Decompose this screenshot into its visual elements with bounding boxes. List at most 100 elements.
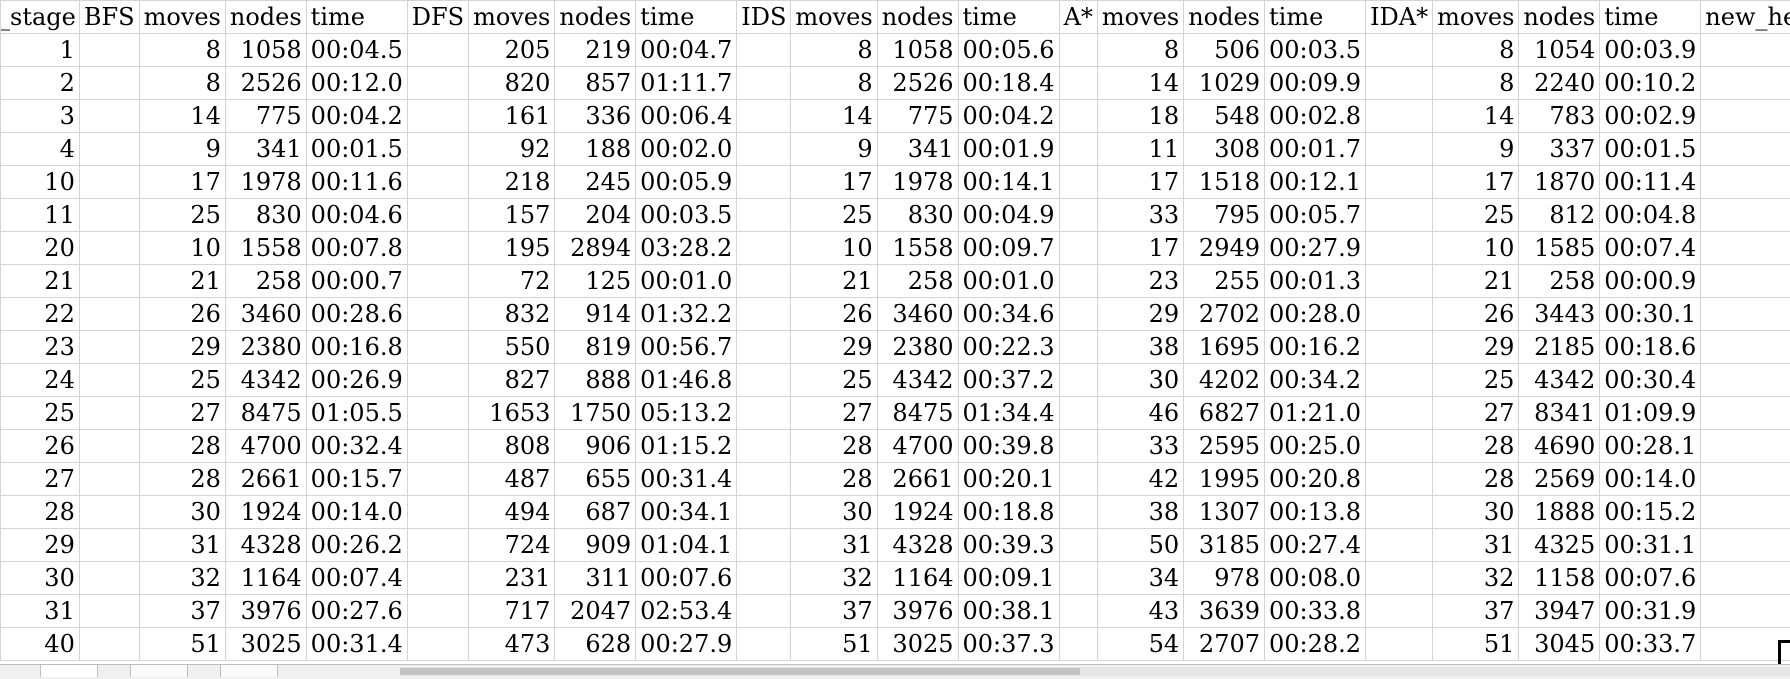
grid-cell[interactable] bbox=[1701, 430, 1790, 463]
grid-cell[interactable] bbox=[1366, 67, 1433, 100]
grid-cell[interactable] bbox=[737, 34, 791, 67]
grid-cell[interactable]: 33 bbox=[1097, 199, 1183, 232]
grid-cell[interactable]: 3025 bbox=[877, 628, 958, 661]
grid-cell[interactable] bbox=[1366, 133, 1433, 166]
grid-cell[interactable]: 1158 bbox=[1519, 562, 1600, 595]
grid-cell[interactable]: 337 bbox=[1519, 133, 1600, 166]
grid-cell[interactable]: 2702 bbox=[1184, 298, 1265, 331]
grid-cell[interactable]: 23 bbox=[1, 331, 80, 364]
grid-cell[interactable]: 1978 bbox=[225, 166, 306, 199]
grid-cell[interactable] bbox=[1059, 628, 1097, 661]
grid-cell[interactable]: 00:07.4 bbox=[306, 562, 407, 595]
grid-cell[interactable] bbox=[737, 133, 791, 166]
horizontal-scrollbar[interactable] bbox=[400, 667, 1790, 676]
grid-cell[interactable] bbox=[79, 628, 139, 661]
grid-cell[interactable]: 25 bbox=[1, 397, 80, 430]
grid-cell[interactable] bbox=[79, 463, 139, 496]
grid-cell[interactable]: 8475 bbox=[877, 397, 958, 430]
grid-cell[interactable]: 2526 bbox=[225, 67, 306, 100]
grid-cell[interactable]: 32 bbox=[791, 562, 877, 595]
grid-cell[interactable] bbox=[1701, 265, 1790, 298]
grid-cell[interactable]: 00:37.2 bbox=[958, 364, 1059, 397]
grid-cell[interactable]: 00:27.9 bbox=[636, 628, 737, 661]
grid-cell[interactable]: 21 bbox=[1, 265, 80, 298]
grid-cell[interactable] bbox=[737, 529, 791, 562]
grid-cell[interactable]: 00:04.6 bbox=[306, 199, 407, 232]
grid-cell[interactable] bbox=[737, 199, 791, 232]
grid-cell[interactable]: 00:38.1 bbox=[958, 595, 1059, 628]
grid-cell[interactable]: 1058 bbox=[877, 34, 958, 67]
grid-cell[interactable]: 1054 bbox=[1519, 34, 1600, 67]
grid-cell[interactable]: 1924 bbox=[225, 496, 306, 529]
grid-cell[interactable]: 914 bbox=[555, 298, 636, 331]
grid-cell[interactable]: 1558 bbox=[225, 232, 306, 265]
grid-cell[interactable]: 14 bbox=[1433, 100, 1519, 133]
grid-cell[interactable]: 4328 bbox=[877, 529, 958, 562]
grid-cell[interactable]: 30 bbox=[1, 562, 80, 595]
grid-cell[interactable]: 812 bbox=[1519, 199, 1600, 232]
grid-cell[interactable]: 00:03.5 bbox=[1265, 34, 1366, 67]
grid-cell[interactable]: 1164 bbox=[225, 562, 306, 595]
grid-cell[interactable]: 00:33.8 bbox=[1265, 595, 1366, 628]
grid-cell[interactable] bbox=[737, 397, 791, 430]
grid-cell[interactable]: 20 bbox=[1, 232, 80, 265]
grid-cell[interactable] bbox=[79, 430, 139, 463]
grid-cell[interactable]: 00:01.5 bbox=[306, 133, 407, 166]
grid-cell[interactable] bbox=[1701, 232, 1790, 265]
grid-cell[interactable] bbox=[79, 199, 139, 232]
grid-cell[interactable]: 4202 bbox=[1184, 364, 1265, 397]
grid-cell[interactable]: 01:32.2 bbox=[636, 298, 737, 331]
grid-cell[interactable]: 00:22.3 bbox=[958, 331, 1059, 364]
grid-cell[interactable] bbox=[1366, 562, 1433, 595]
grid-cell[interactable]: 258 bbox=[877, 265, 958, 298]
grid-cell[interactable]: 827 bbox=[469, 364, 555, 397]
grid-cell[interactable]: 9 bbox=[1433, 133, 1519, 166]
grid-cell[interactable] bbox=[407, 199, 468, 232]
grid-cell[interactable]: 341 bbox=[225, 133, 306, 166]
header-cell[interactable]: _stage bbox=[1, 1, 80, 34]
grid-cell[interactable]: 00:12.1 bbox=[1265, 166, 1366, 199]
grid-cell[interactable] bbox=[1701, 166, 1790, 199]
grid-cell[interactable]: 28 bbox=[139, 430, 225, 463]
header-cell[interactable]: nodes bbox=[877, 1, 958, 34]
grid-cell[interactable]: 51 bbox=[1433, 628, 1519, 661]
grid-cell[interactable] bbox=[737, 496, 791, 529]
grid-cell[interactable]: 204 bbox=[555, 199, 636, 232]
grid-cell[interactable] bbox=[1366, 265, 1433, 298]
grid-cell[interactable]: 3045 bbox=[1519, 628, 1600, 661]
grid-cell[interactable]: 1870 bbox=[1519, 166, 1600, 199]
grid-cell[interactable]: 2526 bbox=[877, 67, 958, 100]
grid-cell[interactable] bbox=[1059, 166, 1097, 199]
grid-cell[interactable] bbox=[407, 100, 468, 133]
grid-cell[interactable]: 2661 bbox=[877, 463, 958, 496]
grid-cell[interactable]: 2949 bbox=[1184, 232, 1265, 265]
grid-cell[interactable]: 00:02.0 bbox=[636, 133, 737, 166]
grid-cell[interactable]: 4700 bbox=[877, 430, 958, 463]
grid-cell[interactable]: 00:03.5 bbox=[636, 199, 737, 232]
grid-cell[interactable] bbox=[79, 232, 139, 265]
grid-cell[interactable] bbox=[1366, 166, 1433, 199]
grid-cell[interactable] bbox=[1059, 529, 1097, 562]
grid-cell[interactable] bbox=[1366, 463, 1433, 496]
grid-cell[interactable]: 14 bbox=[1097, 67, 1183, 100]
grid-cell[interactable]: 00:05.7 bbox=[1265, 199, 1366, 232]
grid-cell[interactable]: 10 bbox=[139, 232, 225, 265]
grid-cell[interactable]: 00:05.6 bbox=[958, 34, 1059, 67]
grid-cell[interactable]: 2894 bbox=[555, 232, 636, 265]
grid-cell[interactable] bbox=[1701, 100, 1790, 133]
grid-cell[interactable]: 808 bbox=[469, 430, 555, 463]
grid-cell[interactable]: 8 bbox=[791, 34, 877, 67]
grid-cell[interactable] bbox=[737, 232, 791, 265]
grid-cell[interactable]: 308 bbox=[1184, 133, 1265, 166]
grid-cell[interactable]: 00:10.2 bbox=[1600, 67, 1701, 100]
grid-cell[interactable]: 00:01.5 bbox=[1600, 133, 1701, 166]
grid-cell[interactable] bbox=[1366, 496, 1433, 529]
grid-cell[interactable]: 17 bbox=[1097, 232, 1183, 265]
header-cell[interactable]: moves bbox=[1097, 1, 1183, 34]
grid-cell[interactable] bbox=[737, 628, 791, 661]
grid-cell[interactable]: 32 bbox=[139, 562, 225, 595]
grid-cell[interactable]: 28 bbox=[1433, 463, 1519, 496]
grid-cell[interactable]: 161 bbox=[469, 100, 555, 133]
grid-cell[interactable]: 9 bbox=[139, 133, 225, 166]
header-cell[interactable]: moves bbox=[139, 1, 225, 34]
